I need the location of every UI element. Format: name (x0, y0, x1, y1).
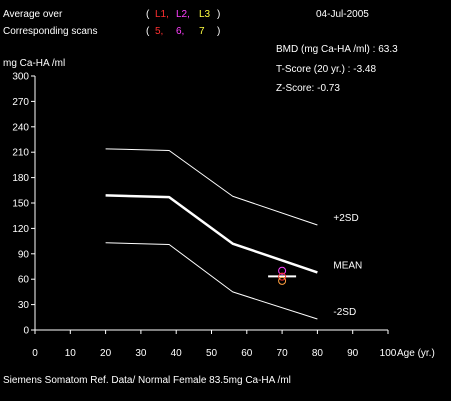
x-tick-label: 100 (380, 348, 397, 359)
y-tick-label: 90 (18, 249, 30, 260)
y-tick-label: 0 (23, 326, 29, 337)
series-line-2sd (105, 242, 318, 320)
x-tick-label: 60 (241, 348, 253, 359)
region-l2: L2, (176, 9, 190, 20)
series-line-mean (105, 194, 318, 274)
y-axis-title: mg Ca-HA /ml (3, 58, 66, 69)
bmd-result: BMD (mg Ca-HA /ml) : 63.3 (276, 44, 398, 55)
y-tick-label: 210 (12, 148, 29, 159)
x-tick-label: 10 (65, 348, 77, 359)
x-tick-label: 50 (206, 348, 218, 359)
x-axis-title: Age (yr.) (397, 348, 435, 359)
scan-5: 5, (155, 26, 164, 37)
x-tick-label: 20 (100, 348, 112, 359)
region-l3: L3 (199, 9, 211, 20)
t-score-result: T-Score (20 yr.) : -3.48 (276, 64, 377, 75)
y-tick-label: 240 (12, 122, 29, 133)
scan-6: 6, (176, 26, 185, 37)
x-tick-label: 80 (312, 348, 324, 359)
y-tick-label: 270 (12, 97, 29, 108)
regions-close-paren: ) (217, 9, 221, 20)
series-label: +2SD (333, 213, 358, 224)
series-label: -2SD (333, 307, 356, 318)
x-tick-label: 70 (277, 348, 289, 359)
region-l1: L1, (155, 9, 169, 20)
series-line-2sd (105, 148, 318, 226)
average-over-label: Average over (3, 9, 63, 20)
x-tick-label: 90 (347, 348, 359, 359)
scan-point-marker (278, 266, 287, 275)
y-tick-label: 120 (12, 224, 29, 235)
scans-open-paren: ( (146, 26, 150, 37)
corresponding-scans-label: Corresponding scans (3, 26, 98, 37)
regions-open-paren: ( (146, 9, 150, 20)
y-tick-label: 30 (18, 300, 30, 311)
scans-close-paren: ) (217, 26, 221, 37)
z-score-result: Z-Score: -0.73 (276, 83, 340, 94)
y-tick-label: 180 (12, 173, 29, 184)
scan-7: 7 (199, 26, 205, 37)
scan-point-marker (278, 276, 287, 285)
x-tick-label: 0 (32, 348, 38, 359)
x-tick-label: 30 (135, 348, 147, 359)
reference-data-note: Siemens Somatom Ref. Data/ Normal Female… (3, 375, 291, 386)
y-tick-label: 150 (12, 199, 29, 210)
exam-date: 04-Jul-2005 (316, 9, 369, 20)
scan-point-marker (278, 272, 287, 281)
y-tick-label: 60 (18, 275, 30, 286)
x-tick-label: 40 (171, 348, 183, 359)
y-tick-label: 300 (12, 72, 29, 83)
series-label: MEAN (333, 260, 362, 271)
